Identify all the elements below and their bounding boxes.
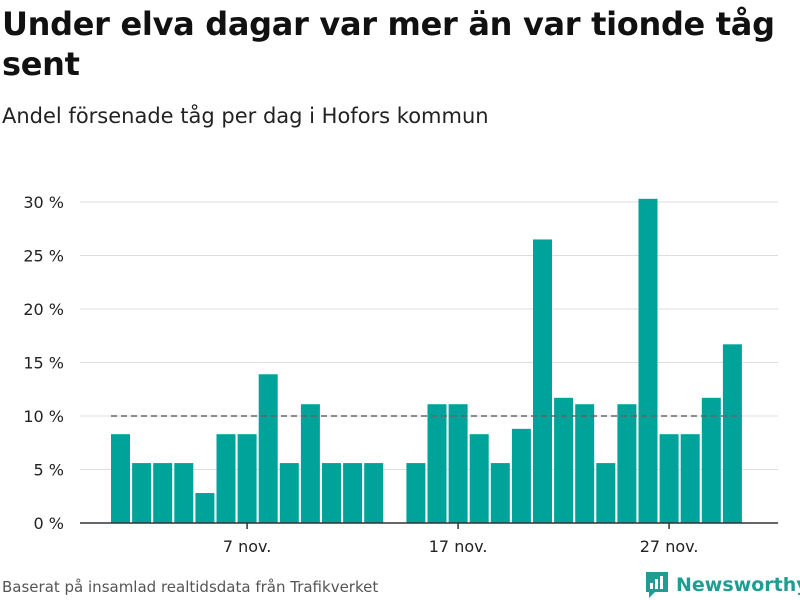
bar	[722, 344, 742, 523]
y-tick-label: 25 %	[23, 247, 64, 266]
bar	[659, 434, 679, 523]
x-tick-label: 7 nov.	[223, 537, 272, 556]
y-tick-label: 20 %	[23, 300, 64, 319]
bar	[638, 198, 658, 523]
bar-chart: 0 % 5 % 10 % 15 % 20 % 25 % 30 % 7 nov. 17 nov. 2…	[23, 193, 778, 556]
x-tick-label: 27 nov.	[640, 537, 699, 556]
chart-title: Under elva dagar var mer än var tionde t…	[2, 5, 775, 83]
bar	[427, 404, 447, 523]
bar	[132, 463, 152, 523]
brand-logo: Newsworthy	[644, 570, 800, 600]
bar	[364, 463, 384, 523]
bar	[343, 463, 363, 523]
bar	[680, 434, 700, 523]
bar	[469, 434, 489, 523]
bar	[174, 463, 194, 523]
bar	[153, 463, 173, 523]
bar	[322, 463, 341, 523]
y-tick-label: 0 %	[34, 514, 64, 533]
bar	[406, 463, 426, 523]
bar	[596, 463, 616, 523]
bar	[195, 493, 215, 523]
bar	[575, 404, 595, 523]
y-tick-label: 30 %	[23, 193, 64, 212]
source-note: Baserat på insamlad realtidsdata från Tr…	[2, 578, 379, 596]
bar	[554, 397, 574, 523]
bar	[448, 404, 468, 523]
bar	[279, 463, 299, 523]
bar	[300, 404, 320, 523]
bar	[617, 404, 637, 523]
y-tick-label: 5 %	[34, 461, 64, 480]
newsworthy-icon	[646, 572, 668, 598]
bar	[258, 374, 278, 523]
bar	[216, 434, 236, 523]
y-tick-label: 15 %	[23, 354, 64, 373]
bar	[490, 463, 510, 523]
chart-subtitle: Andel försenade tåg per dag i Hofors kom…	[2, 104, 489, 128]
bar	[237, 434, 257, 523]
bar	[533, 239, 552, 523]
x-tick-label: 17 nov.	[429, 537, 488, 556]
bar	[111, 434, 130, 523]
y-tick-label: 10 %	[23, 407, 64, 426]
bar	[511, 428, 531, 523]
bar	[701, 397, 721, 523]
brand-name: Newsworthy	[676, 574, 800, 596]
